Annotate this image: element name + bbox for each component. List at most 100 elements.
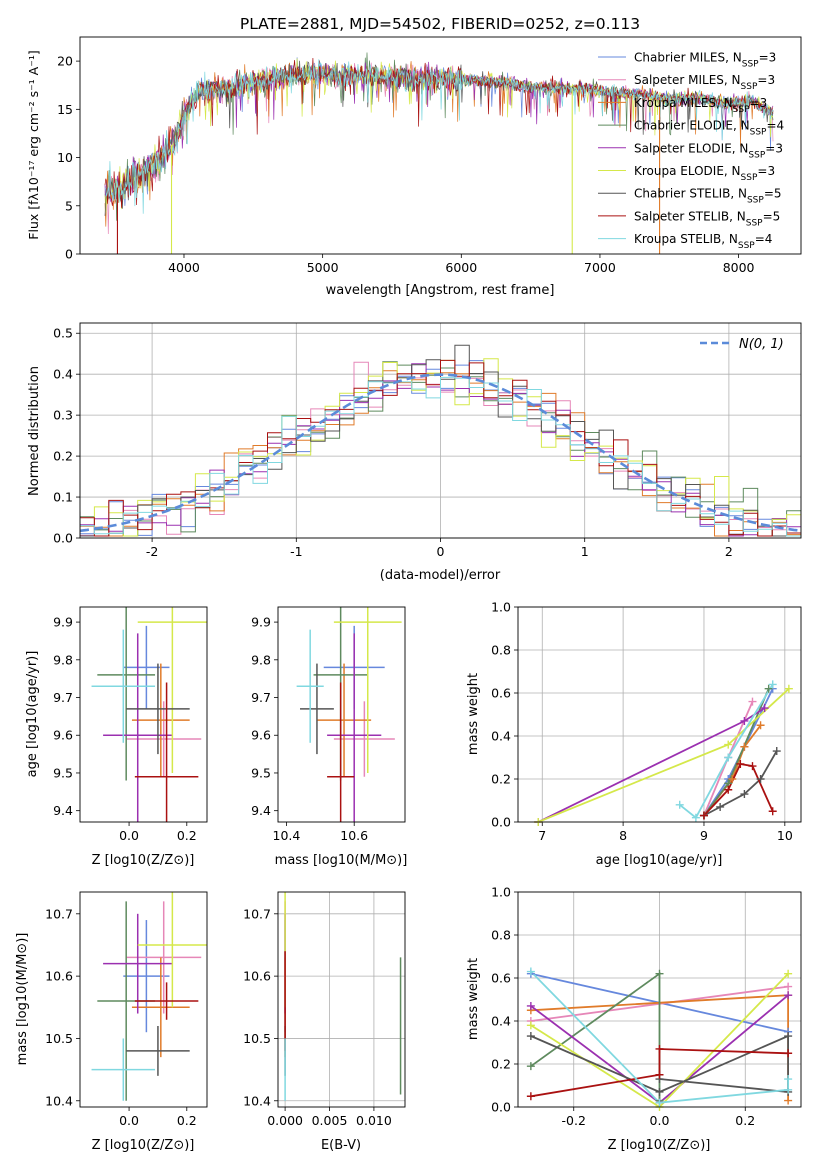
series-marker	[764, 684, 773, 693]
y-tick-label: 0.4	[491, 729, 511, 744]
x-axis-label: mass [log10(M/M⊙)]	[275, 853, 408, 868]
y-tick-label: 0.3	[53, 408, 73, 423]
y-tick-label: 10.4	[243, 1093, 271, 1108]
y-tick-label: 9.9	[53, 615, 73, 630]
y-tick-label: 9.6	[251, 728, 271, 743]
y-tick-label: 10.6	[243, 969, 271, 984]
x-tick-label: 2	[725, 544, 733, 559]
axes-frame	[79, 322, 802, 539]
series-line	[530, 970, 789, 1104]
x-tick-label: 0.000	[267, 1113, 303, 1128]
axes-frame	[277, 606, 406, 823]
panel-mass_vs_ebv: 0.000 0.005 0.010 10.4 10.5 10.6 10.7 E(B-V)	[243, 891, 406, 1153]
series-marker	[526, 967, 535, 976]
x-tick-label: 4000	[168, 260, 200, 275]
legend-entry: Kroupa ELODIE, NSSP=3	[634, 164, 775, 183]
y-tick-label: 0.8	[491, 928, 511, 943]
x-tick-label: -1	[290, 544, 302, 559]
x-tick-label: 0.0	[119, 1113, 139, 1128]
y-tick-label: 9.7	[53, 690, 73, 705]
series-marker	[728, 775, 737, 783]
y-tick-label: 10.7	[45, 906, 73, 921]
y-tick-label: 10.4	[45, 1093, 73, 1108]
series-marker	[784, 684, 793, 693]
spectrum-line	[104, 59, 774, 214]
x-tick-label: 6000	[445, 260, 477, 275]
panel-age_vs_Z: 0.0 0.2 9.4 9.5 9.6 9.7 9.8 9.9 Z [log10(Z/Z⊙)] a…	[25, 606, 208, 868]
series-marker	[716, 802, 725, 811]
series-marker	[526, 1001, 535, 1010]
x-tick-label: 7000	[584, 260, 616, 275]
y-tick-label: 10.6	[45, 969, 73, 984]
series-marker	[784, 1085, 793, 1094]
x-tick-label: 1	[581, 544, 589, 559]
legend-entry: Chabrier ELODIE, NSSP=4	[634, 119, 784, 138]
y-tick-label: 9.4	[53, 803, 73, 818]
y-tick-label: 9.9	[251, 615, 271, 630]
x-tick-label: 0.0	[650, 1113, 670, 1128]
legend-entry: Chabrier MILES, NSSP=3	[634, 51, 776, 70]
y-tick-label: 0.2	[491, 1057, 511, 1072]
y-tick-label: 0.1	[53, 490, 73, 505]
y-tick-label: 9.8	[251, 652, 271, 667]
series-marker	[655, 1087, 664, 1096]
series-marker	[760, 704, 769, 713]
y-tick-label: 9.7	[251, 690, 271, 705]
x-tick-label: 8	[619, 828, 627, 843]
series-marker	[699, 811, 708, 820]
legend-entry: Salpeter STELIB, NSSP=5	[634, 209, 780, 228]
x-tick-label: 10.4	[273, 828, 301, 843]
series-marker	[724, 740, 733, 749]
x-axis-label: (data-model)/error	[380, 568, 501, 583]
axes-frame	[517, 891, 802, 1108]
y-tick-label: 20	[57, 54, 73, 69]
series-marker	[526, 1062, 535, 1071]
legend-entry: Kroupa MILES, NSSP=3	[634, 96, 767, 115]
series-marker	[772, 747, 781, 756]
x-tick-label: 0.2	[177, 1113, 197, 1128]
y-tick-label: 0.2	[491, 772, 511, 787]
series-line	[679, 683, 774, 820]
series-marker	[691, 813, 700, 822]
plot-area	[80, 344, 801, 537]
x-axis-label: Z [log10(Z/Z⊙)]	[92, 1138, 195, 1153]
y-tick-label: 1.0	[491, 600, 511, 615]
panel-weight_vs_Z: -0.2 0.0 0.2 0.0 0.2 0.4 0.6 0.8 1.0 Z [log10(Z/Z…	[466, 885, 802, 1153]
y-tick-label: 0.0	[491, 1100, 511, 1115]
y-tick-label: 0	[65, 247, 73, 262]
y-tick-label: 9.5	[53, 765, 73, 780]
x-tick-label: -2	[146, 544, 158, 559]
y-axis-label: Flux [fλ10⁻¹⁷ erg cm⁻² s⁻¹ A⁻¹]	[26, 50, 41, 239]
y-tick-label: 10	[57, 150, 73, 165]
legend-entry: Kroupa STELIB, NSSP=4	[634, 232, 772, 251]
x-axis-label: E(B-V)	[321, 1138, 361, 1153]
legend-entry: Salpeter ELODIE, NSSP=3	[634, 141, 783, 160]
series-marker	[526, 1092, 535, 1101]
legend: Chabrier MILES, NSSP=3 Salpeter MILES, NS…	[598, 51, 784, 251]
y-axis-label: mass weight	[466, 958, 481, 1040]
plot-area	[91, 607, 207, 822]
x-tick-label: 10	[777, 828, 793, 843]
series-marker	[768, 680, 777, 689]
y-tick-label: 0.5	[53, 326, 73, 341]
y-tick-label: 15	[57, 102, 73, 117]
y-tick-label: 9.4	[251, 803, 271, 818]
panel-weight_vs_age: 7 8 9 10 0.0 0.2 0.4 0.6 0.8 1.0 age [log10(age/yr…	[466, 600, 802, 868]
y-tick-label: 10.5	[243, 1031, 271, 1046]
y-axis-label: mass weight	[466, 673, 481, 755]
axes-frame	[79, 891, 208, 1108]
y-tick-label: 9.6	[53, 728, 73, 743]
series-marker	[784, 991, 793, 1000]
series-marker	[526, 1021, 535, 1030]
series-marker	[740, 716, 749, 725]
series-line	[530, 973, 789, 1107]
x-tick-label: 5000	[307, 260, 339, 275]
series-marker	[784, 1075, 793, 1084]
legend-entry: Salpeter MILES, NSSP=3	[634, 73, 775, 92]
plot-area	[91, 892, 207, 1101]
series-marker	[724, 753, 733, 762]
y-tick-label: 9.8	[53, 652, 73, 667]
series-marker	[748, 697, 757, 706]
x-tick-label: 10.6	[340, 828, 368, 843]
histogram-step	[80, 360, 801, 537]
